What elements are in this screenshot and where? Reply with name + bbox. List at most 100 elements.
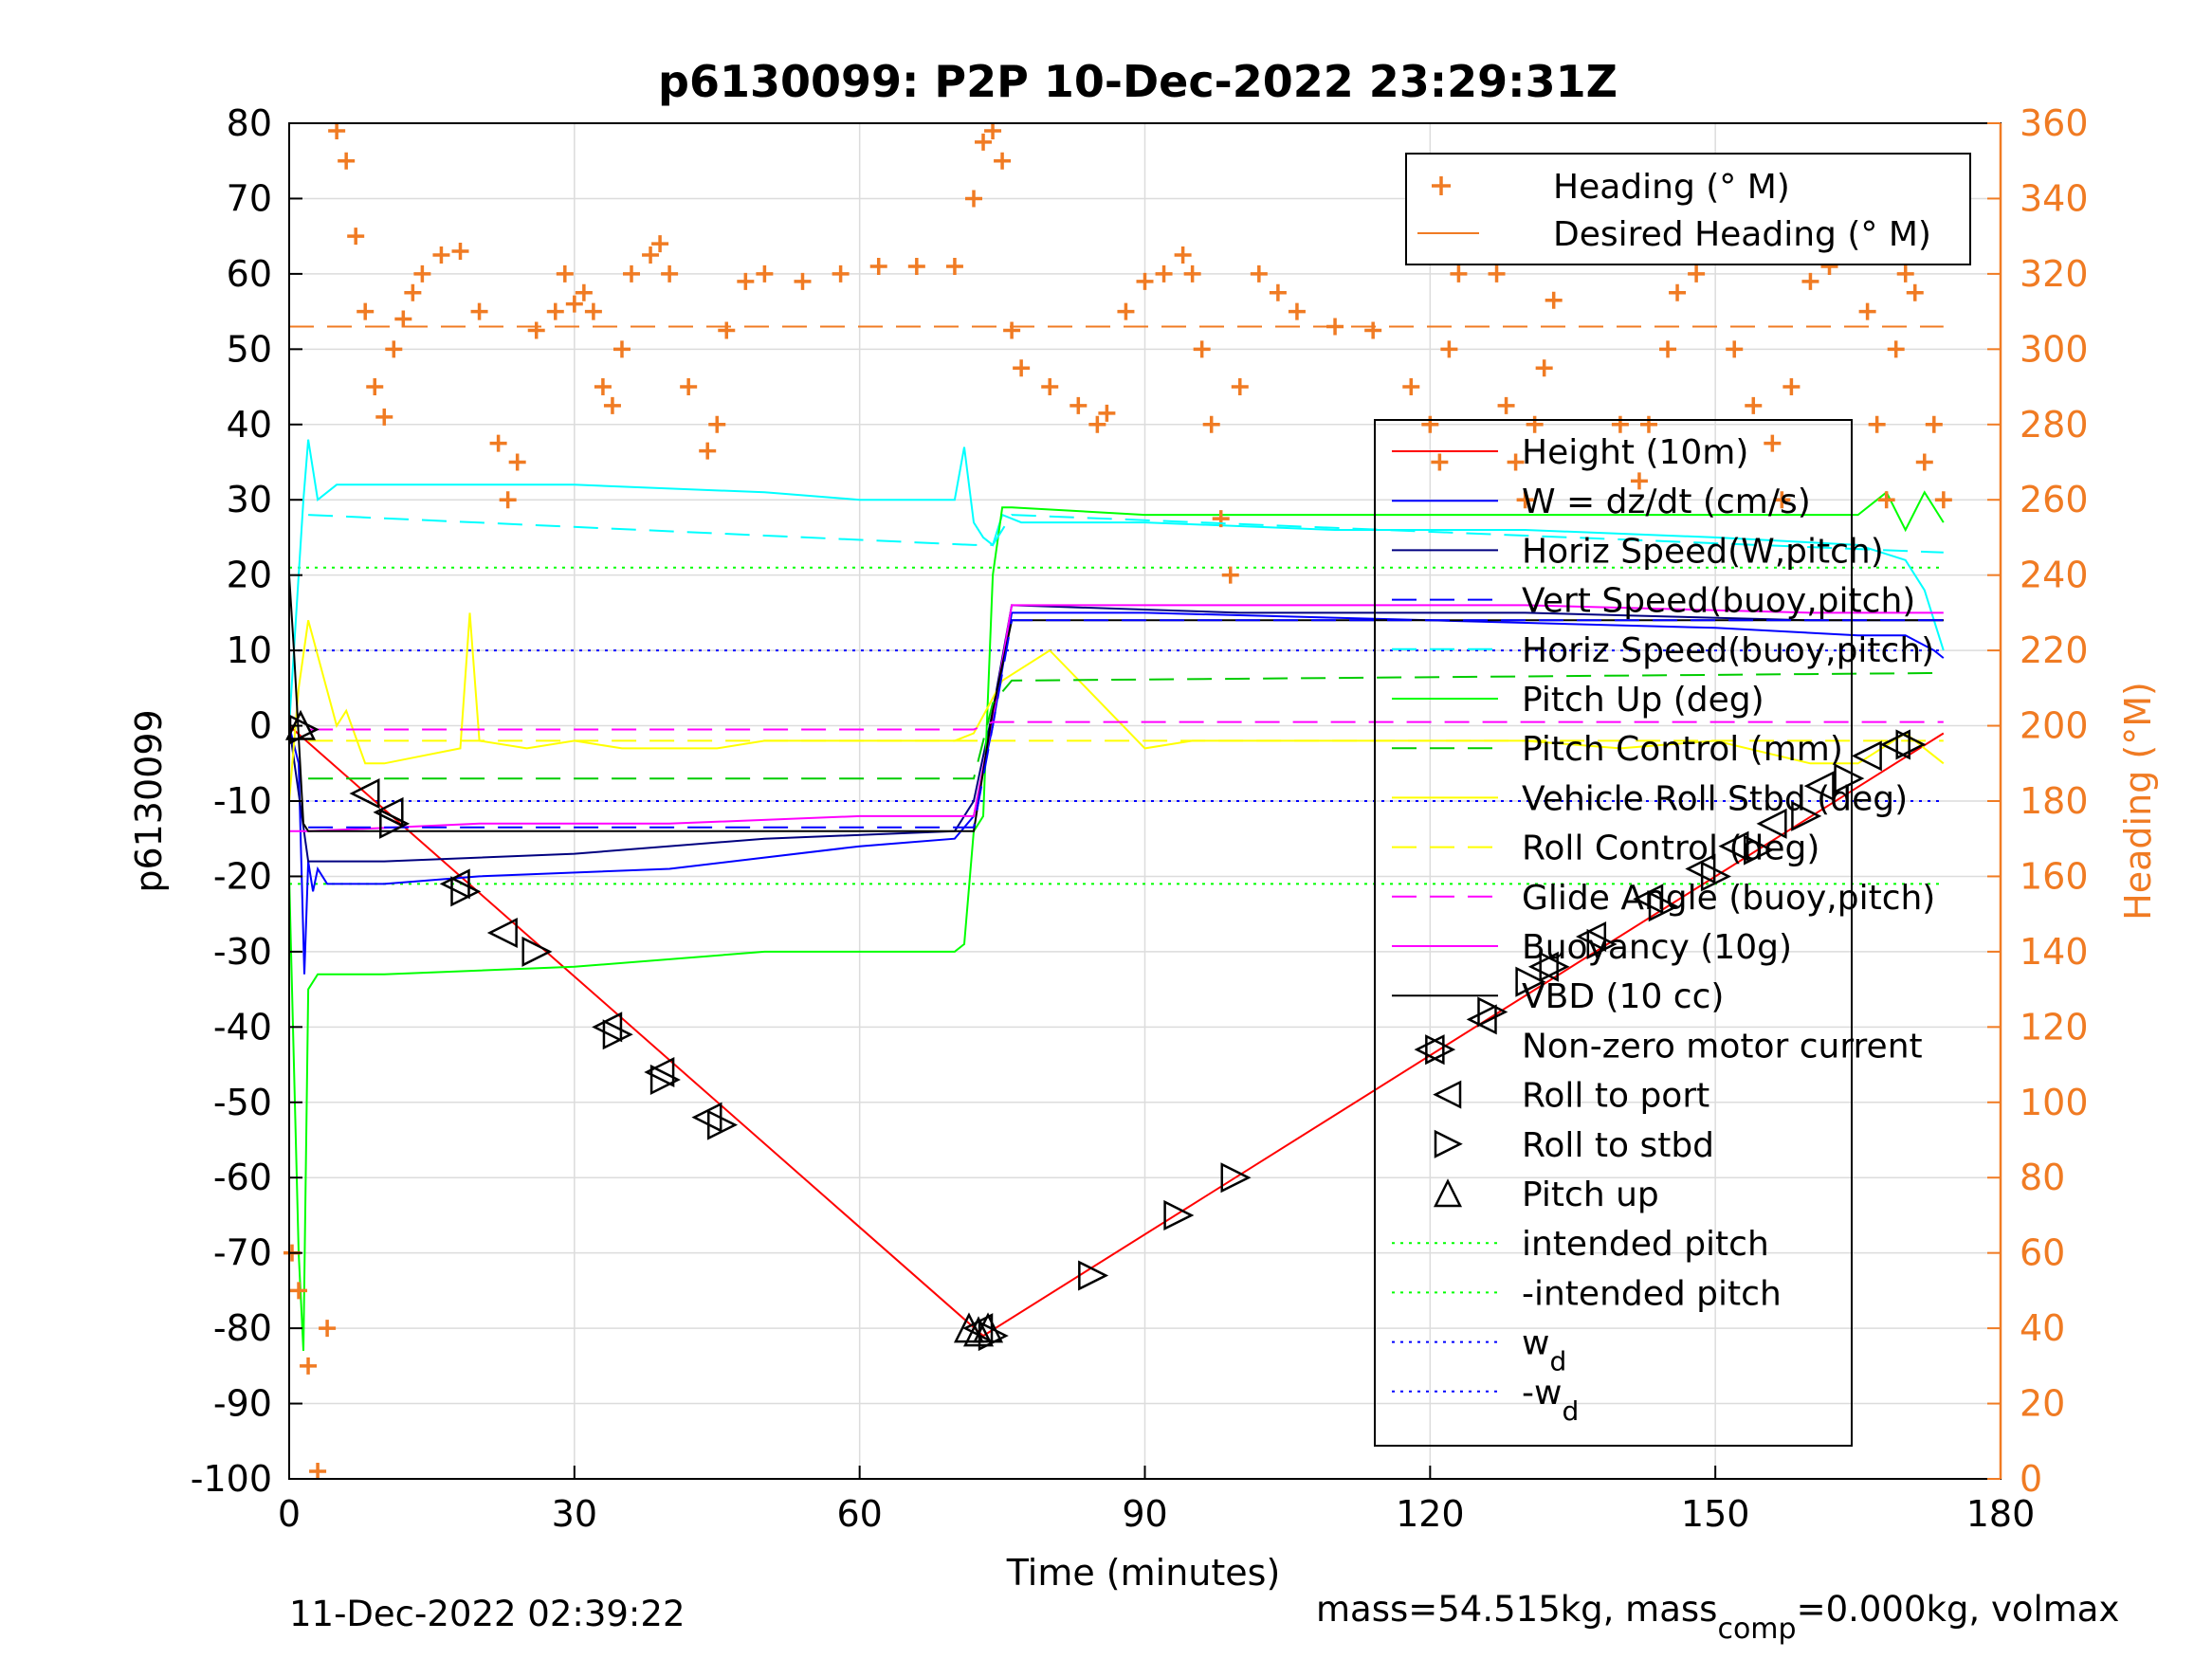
- marker-left: [349, 778, 380, 810]
- heading-point: [1925, 415, 1943, 433]
- heading-point: [1516, 491, 1534, 509]
- legend-label: Roll to port: [1522, 1077, 1709, 1116]
- heading-point: [1269, 283, 1287, 301]
- heading-legend-label: Heading (° M): [1553, 168, 1790, 207]
- y-tick-label: -50: [213, 1082, 272, 1123]
- marker-right: [450, 876, 482, 907]
- legend-label: wd: [1522, 1324, 1566, 1377]
- legend-label-text: Glide Angle (buoy,pitch): [1522, 879, 1935, 918]
- legend-symbol: [1433, 1080, 1462, 1109]
- heading-point: [1288, 302, 1306, 320]
- heading-point: [994, 152, 1012, 170]
- heading-point: [1202, 415, 1220, 433]
- heading-point: [975, 133, 993, 151]
- series-line-pitch-control-mm-: [308, 671, 1944, 780]
- legend-label: Horiz Speed(buoy,pitch): [1522, 631, 1934, 670]
- heading-point: [1250, 264, 1268, 283]
- marker-right: [288, 714, 320, 745]
- heading-point: [300, 1357, 318, 1375]
- y-right-tick-label: 160: [2020, 855, 2089, 897]
- marker-left: [1851, 740, 1882, 772]
- y-tick-label: 70: [227, 177, 272, 219]
- marker-right: [602, 1019, 633, 1050]
- heading-point: [556, 264, 574, 283]
- heading-point: [394, 310, 412, 328]
- legend-label-text: VBD (10 cc): [1522, 977, 1724, 1016]
- heading-point: [1440, 340, 1458, 358]
- marker-right: [1700, 861, 1731, 892]
- legend-label: Vert Speed(buoy,pitch): [1522, 582, 1915, 621]
- heading-point: [319, 1320, 337, 1338]
- heading-point: [737, 272, 755, 290]
- legend-symbol: [1433, 1178, 1463, 1208]
- marker-up: [962, 1316, 995, 1347]
- heading-point: [642, 246, 660, 264]
- heading-point: [404, 283, 422, 301]
- heading-point: [546, 302, 564, 320]
- y-tick-label: 10: [227, 629, 272, 671]
- y-right-tick-label: 0: [2020, 1458, 2042, 1500]
- legend-label: Roll to stbd: [1522, 1126, 1714, 1165]
- legend-label: -intended pitch: [1522, 1274, 1782, 1313]
- heading-point: [347, 228, 365, 246]
- heading-point: [1868, 415, 1886, 433]
- y-right-tick-label: 140: [2020, 931, 2089, 973]
- y-right-tick-label: 100: [2020, 1082, 2089, 1123]
- heading-point: [1745, 396, 1763, 414]
- heading-point: [756, 264, 774, 283]
- marker-right: [1791, 800, 1822, 831]
- y-tick-label: -10: [213, 780, 272, 822]
- y-right-tick-label: 120: [2020, 1006, 2089, 1048]
- heading-point: [965, 190, 982, 208]
- y-tick-label: -80: [213, 1307, 272, 1349]
- marker-right: [1163, 1199, 1195, 1231]
- heading-point: [1782, 378, 1801, 396]
- heading-point: [451, 243, 469, 261]
- heading-legend-symbol: [1432, 176, 1451, 195]
- heading-point: [945, 257, 963, 275]
- heading-legend-label: Desired Heading (° M): [1553, 215, 1931, 254]
- legend-label: W = dz/dt (cm/s): [1522, 483, 1811, 521]
- legend-symbol: [1434, 1129, 1463, 1158]
- heading-legend-box: [1405, 153, 1971, 265]
- y-right-tick-label: 20: [2020, 1383, 2065, 1425]
- legend-label: Non-zero motor current: [1522, 1027, 1923, 1066]
- legend-label-text: -intended pitch: [1522, 1274, 1782, 1313]
- y-tick-label: -100: [191, 1458, 272, 1500]
- series-line-glide-angle-buoy-pitch-: [308, 720, 1944, 731]
- heading-point: [1545, 291, 1563, 309]
- heading-point: [651, 235, 669, 253]
- heading-point: [1934, 491, 1952, 509]
- legend-label: Pitch Control (mm): [1522, 730, 1843, 769]
- heading-point: [375, 408, 393, 426]
- x-tick-label: 180: [1966, 1493, 2036, 1535]
- footer-mass-sub: comp: [1717, 1613, 1796, 1646]
- marker-left: [439, 868, 470, 900]
- y-right-tick-label: 360: [2020, 102, 2089, 144]
- heading-point: [356, 302, 375, 320]
- x-tick-label: 60: [836, 1493, 882, 1535]
- heading-point: [470, 302, 488, 320]
- y-right-tick-label: 180: [2020, 780, 2089, 822]
- y-right-tick-label: 40: [2020, 1307, 2065, 1349]
- footer-mass-a: mass=54.515kg, mass: [1316, 1589, 1717, 1630]
- legend-label: Glide Angle (buoy,pitch): [1522, 879, 1935, 918]
- marker-left: [1466, 1004, 1497, 1035]
- legend-label-text: Roll to port: [1522, 1077, 1709, 1116]
- heading-point: [1639, 415, 1657, 433]
- heading-point: [1764, 434, 1782, 452]
- series-line-pitch-up-deg-: [288, 490, 1945, 1351]
- marker-layer: [285, 709, 1927, 1352]
- heading-point: [1773, 491, 1791, 509]
- heading-point: [309, 1463, 327, 1481]
- series-line-w-dz-dt-cm-s-: [288, 611, 1945, 975]
- marker-right: [1220, 1162, 1252, 1194]
- heading-point: [1535, 359, 1553, 377]
- legend-label-text: Pitch Up (deg): [1522, 681, 1764, 720]
- marker-right: [1515, 966, 1546, 997]
- y-right-tick-label: 300: [2020, 328, 2089, 370]
- heading-point: [984, 121, 1002, 139]
- heading-point: [1669, 283, 1687, 301]
- grid-lines: [288, 122, 2002, 1480]
- heading-point: [366, 378, 384, 396]
